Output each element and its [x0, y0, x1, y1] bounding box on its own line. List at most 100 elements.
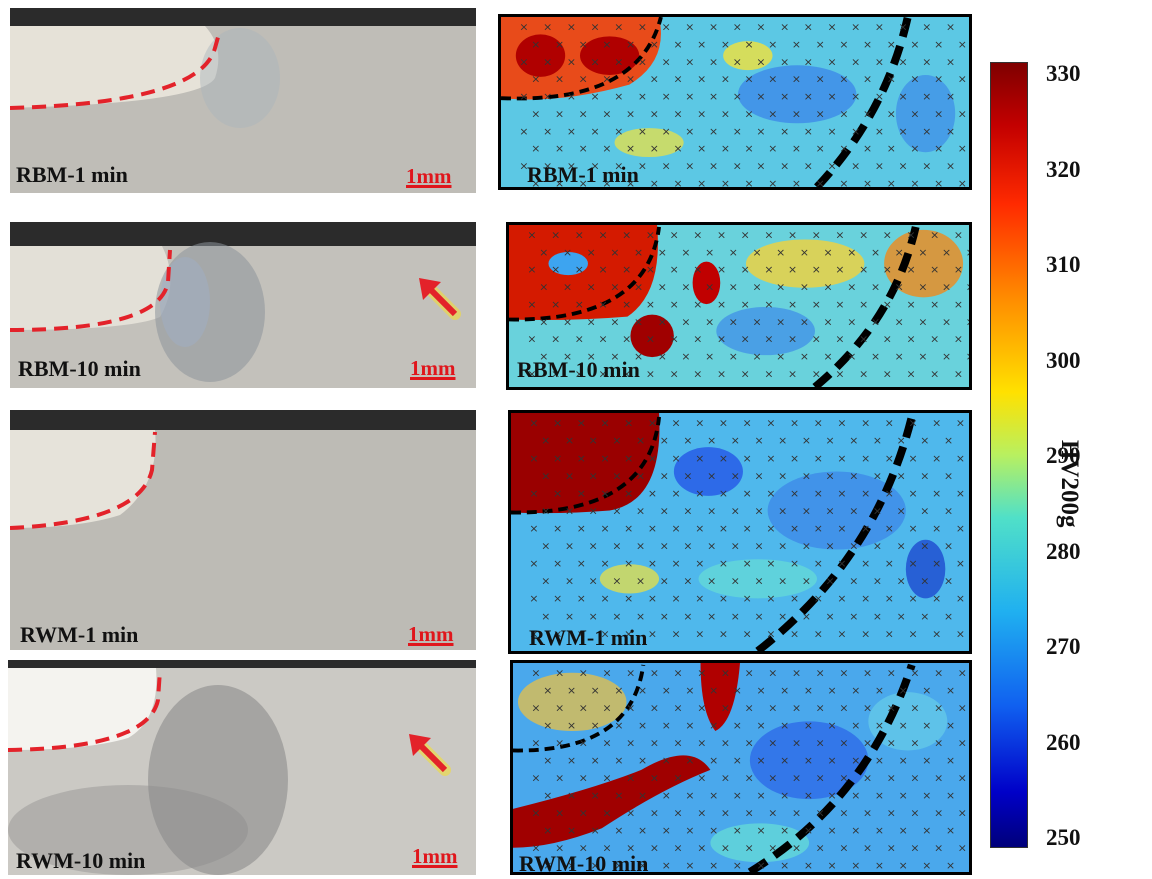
indent-mark: × — [954, 367, 963, 380]
indent-mark: × — [851, 55, 860, 68]
indent-mark: × — [906, 263, 915, 276]
panel-label: RWM-1 min — [20, 622, 139, 647]
indent-mark: × — [790, 522, 799, 535]
indent-mark: × — [792, 842, 801, 855]
indent-mark: × — [756, 125, 765, 138]
indent-mark: × — [788, 229, 797, 242]
indent-mark: × — [731, 575, 740, 588]
indent-mark: × — [705, 246, 714, 259]
indent-mark: × — [658, 315, 667, 328]
indent-mark: × — [553, 627, 562, 640]
indent-mark: × — [792, 772, 801, 785]
indent-mark: × — [839, 38, 848, 51]
indent-mark: × — [591, 90, 600, 103]
indent-mark: × — [944, 434, 953, 447]
indent-mark: × — [567, 859, 576, 872]
indent-mark: × — [745, 108, 754, 121]
indent-mark: × — [932, 557, 941, 570]
indent-mark: × — [754, 434, 763, 447]
indent-mark: × — [624, 417, 633, 430]
indent-mark: × — [849, 610, 858, 623]
indent-mark: × — [636, 575, 645, 588]
indent-mark: × — [790, 592, 799, 605]
indent-mark: × — [946, 719, 955, 732]
indent-mark: × — [934, 737, 943, 750]
indent-mark: × — [861, 627, 870, 640]
indent-mark: × — [636, 469, 645, 482]
indent-mark: × — [731, 610, 740, 623]
indent-mark: × — [650, 142, 659, 155]
indent-mark: × — [780, 160, 789, 173]
indent-mark: × — [756, 824, 765, 837]
indent-mark: × — [946, 754, 955, 767]
map-label: RBM-10 min — [517, 357, 640, 382]
indent-mark: × — [816, 667, 825, 680]
indent-mark: × — [792, 702, 801, 715]
indent-mark: × — [707, 434, 716, 447]
indent-mark: × — [934, 142, 943, 155]
indent-mark: × — [602, 142, 611, 155]
micrograph-rwm-10: RWM-10 min 1mm — [8, 660, 476, 875]
indent-mark: × — [610, 315, 619, 328]
indent-mark: × — [587, 246, 596, 259]
indent-mark: × — [565, 469, 574, 482]
colorbar-tick-label: 330 — [1046, 61, 1081, 86]
indent-mark: × — [910, 807, 919, 820]
indent-mark: × — [871, 281, 880, 294]
indent-mark: × — [721, 772, 730, 785]
indent-mark: × — [672, 557, 681, 570]
indent-mark: × — [697, 73, 706, 86]
indent-mark: × — [910, 667, 919, 680]
indent-mark: × — [567, 719, 576, 732]
indent-mark: × — [776, 246, 785, 259]
indent-mark: × — [731, 434, 740, 447]
indent-mark: × — [946, 160, 955, 173]
indent-mark: × — [814, 592, 823, 605]
indent-mark: × — [674, 667, 683, 680]
indent-mark: × — [754, 575, 763, 588]
indent-mark: × — [788, 333, 797, 346]
indent-mark: × — [741, 333, 750, 346]
indent-mark: × — [555, 737, 564, 750]
indent-mark: × — [733, 684, 742, 697]
indent-mark: × — [670, 298, 679, 311]
indent-mark: × — [602, 737, 611, 750]
indent-mark: × — [624, 522, 633, 535]
indent-mark: × — [814, 487, 823, 500]
indent-mark: × — [958, 73, 967, 86]
panel-label: RWM-10 min — [16, 848, 146, 873]
indent-mark: × — [920, 610, 929, 623]
colorbar-tick-label: 290 — [1046, 443, 1081, 468]
indent-mark: × — [968, 610, 969, 623]
indent-mark: × — [863, 807, 872, 820]
arrow-icon — [419, 278, 461, 320]
indent-mark: × — [966, 246, 969, 259]
indent-mark: × — [673, 38, 682, 51]
indent-mark: × — [827, 55, 836, 68]
indent-mark: × — [648, 417, 657, 430]
panel-label: RBM-1 min — [16, 162, 128, 187]
indent-mark: × — [555, 108, 564, 121]
indent-mark: × — [610, 350, 619, 363]
indent-mark: × — [610, 246, 619, 259]
indent-mark: × — [733, 55, 742, 68]
indent-mark: × — [622, 263, 631, 276]
indent-mark: × — [873, 434, 882, 447]
indent-mark: × — [930, 229, 939, 242]
indent-mark: × — [745, 807, 754, 820]
indent-mark: × — [887, 702, 896, 715]
indent-mark: × — [662, 789, 671, 802]
indent-mark: × — [824, 281, 833, 294]
indent-mark: × — [835, 333, 844, 346]
indent-mark: × — [792, 108, 801, 121]
panel-label: RBM-10 min — [18, 356, 141, 381]
indent-mark: × — [764, 298, 773, 311]
indent-mark: × — [683, 575, 692, 588]
indent-mark: × — [681, 246, 690, 259]
indent-mark: × — [519, 21, 528, 34]
indent-mark: × — [776, 315, 785, 328]
indent-mark: × — [555, 772, 564, 785]
indent-mark: × — [527, 333, 536, 346]
indent-mark: × — [768, 73, 777, 86]
indent-mark: × — [693, 333, 702, 346]
